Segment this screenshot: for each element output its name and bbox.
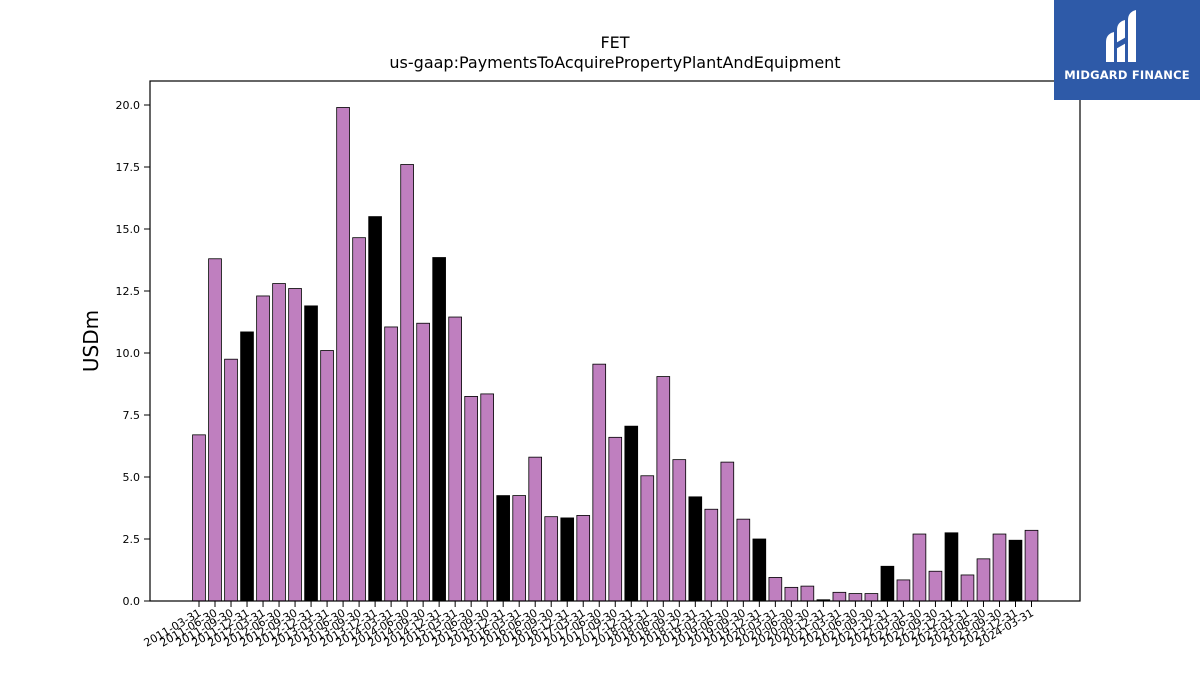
logo-mark-icon: [1106, 10, 1136, 62]
chart-subtitle: us-gaap:PaymentsToAcquirePropertyPlantAn…: [389, 53, 840, 72]
bar-2016-03-31: [512, 495, 526, 602]
bar-2018-12-31: [688, 496, 703, 602]
y-axis-ticks: 0.0 2.5 5.0 7.5 10.0 12.5 15.0 17.5 20.0: [116, 99, 150, 608]
bar-2019-09-30: [736, 518, 751, 602]
bar-2019-12-31: [752, 538, 767, 602]
bar-2014-12-31: [432, 257, 446, 602]
chart-title: FET: [600, 33, 629, 52]
bar-2018-03-31: [640, 475, 655, 602]
bar-2017-09-30: [608, 436, 623, 602]
y-tick-label: 20.0: [116, 99, 141, 112]
midgard-finance-logo: MIDGARD FINANCE: [1054, 0, 1200, 100]
y-tick-label: 2.5: [123, 533, 141, 546]
bar-2013-12-31: [368, 216, 382, 602]
bar-2015-06-30: [464, 395, 478, 602]
bar-2024-03-31: [1024, 529, 1039, 602]
bar-2017-03-31: [576, 515, 591, 602]
logo-text: MIDGARD FINANCE: [1064, 68, 1190, 82]
bar-2012-12-31: [304, 305, 318, 602]
bar-2018-09-30: [672, 459, 687, 602]
bar-2019-06-30: [720, 461, 735, 602]
y-tick-label: 0.0: [123, 595, 141, 608]
y-tick-label: 17.5: [116, 161, 141, 174]
plot-frame: [149, 80, 1081, 602]
bars-group: [192, 107, 1039, 602]
bar-2011-12-31: [240, 331, 254, 602]
bar-2023-03-31: [960, 574, 975, 602]
y-tick-label: 5.0: [123, 471, 141, 484]
y-tick-label: 10.0: [116, 347, 141, 360]
bar-2021-12-31: [880, 565, 895, 602]
bar-2017-12-31: [624, 425, 639, 602]
bar-2020-03-31: [768, 577, 783, 602]
bar-2015-09-30: [480, 393, 494, 602]
bar-2021-03-31: [832, 591, 847, 602]
bar-2017-06-30: [592, 363, 607, 602]
bar-2013-06-30: [336, 107, 350, 602]
bar-2022-12-31: [944, 532, 959, 602]
bar-2018-06-30: [656, 376, 671, 602]
bar-2014-03-31: [384, 326, 398, 602]
bar-2020-06-30: [784, 586, 799, 602]
bar-2021-06-30: [848, 593, 863, 602]
bar-2022-03-31: [896, 579, 911, 602]
bar-2015-03-31: [448, 316, 462, 602]
bar-2022-06-30: [912, 533, 927, 602]
bar-2016-12-31: [560, 517, 575, 602]
bar-2012-09-30: [288, 288, 302, 602]
bar-2016-09-30: [544, 516, 559, 602]
bar-2023-06-30: [976, 558, 991, 602]
bar-2011-09-30: [224, 358, 238, 602]
bar-2020-09-30: [800, 585, 815, 602]
bar-2021-09-30: [864, 593, 879, 602]
bar-2023-09-30: [992, 533, 1007, 602]
bar-2013-09-30: [352, 237, 366, 602]
bar-2022-09-30: [928, 570, 943, 602]
bar-2016-06-30: [528, 456, 543, 602]
x-axis-ticks: 2011-03-312011-06-302011-09-302011-12-31…: [142, 601, 1036, 650]
y-axis-label: USDm: [79, 310, 103, 372]
bar-2011-06-30: [208, 258, 222, 602]
bar-2014-06-30: [400, 164, 414, 602]
y-tick-label: 15.0: [116, 223, 141, 236]
bar-2015-12-31: [496, 495, 510, 602]
y-tick-label: 7.5: [123, 409, 141, 422]
bar-2019-03-31: [704, 508, 719, 602]
bar-2012-03-31: [256, 295, 270, 602]
bar-2023-12-31: [1008, 539, 1023, 602]
bar-2013-03-31: [320, 350, 334, 602]
bar-2011-03-31: [192, 434, 206, 602]
bar-2014-09-30: [416, 322, 430, 602]
y-tick-label: 12.5: [116, 285, 141, 298]
bar-2012-06-30: [272, 283, 286, 602]
